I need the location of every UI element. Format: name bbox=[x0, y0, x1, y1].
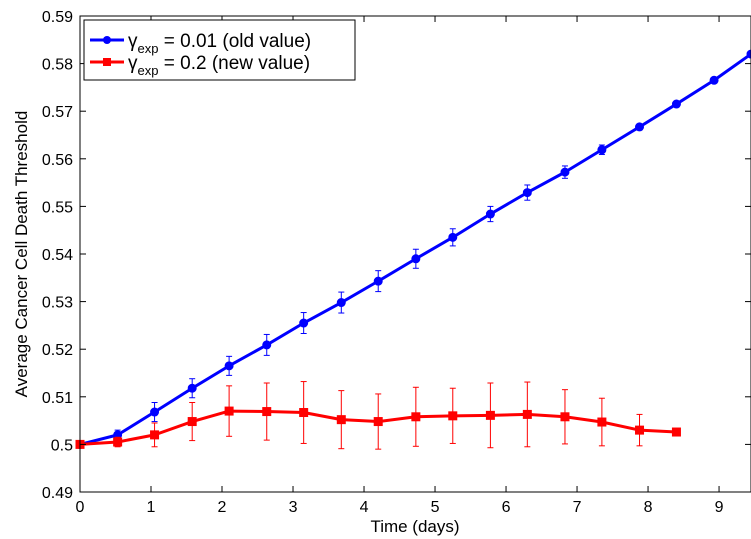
x-tick-label: 7 bbox=[573, 499, 582, 516]
y-tick-label: 0.59 bbox=[42, 9, 73, 26]
legend-text: = 0.01 (old value) bbox=[158, 31, 311, 52]
y-tick-label: 0.57 bbox=[42, 104, 73, 121]
data-point bbox=[150, 407, 160, 417]
data-point bbox=[411, 254, 421, 264]
legend-text: = 0.2 (new value) bbox=[158, 53, 310, 74]
data-point bbox=[671, 427, 681, 437]
data-point bbox=[746, 49, 751, 59]
data-point bbox=[373, 417, 383, 427]
legend-subscript: exp bbox=[138, 63, 159, 78]
data-point bbox=[187, 383, 197, 393]
data-point bbox=[411, 412, 421, 422]
y-tick-label: 0.5 bbox=[51, 437, 73, 454]
data-point bbox=[299, 408, 309, 418]
legend: γexp = 0.01 (old value)γexp = 0.2 (new v… bbox=[83, 19, 356, 81]
data-point bbox=[299, 318, 309, 328]
y-tick-label: 0.56 bbox=[42, 152, 73, 169]
x-axis-title: Time (days) bbox=[370, 517, 459, 536]
x-tick-label: 3 bbox=[289, 499, 298, 516]
x-tick-label: 0 bbox=[76, 499, 85, 516]
data-point bbox=[635, 425, 645, 435]
data-point bbox=[448, 411, 458, 421]
data-point bbox=[262, 340, 272, 350]
data-point bbox=[373, 276, 383, 286]
x-tick-label: 9 bbox=[715, 499, 724, 516]
legend-box bbox=[83, 19, 356, 81]
data-point bbox=[224, 361, 234, 371]
y-tick-label: 0.52 bbox=[42, 342, 73, 359]
series-0 bbox=[75, 49, 751, 449]
x-tick-label: 1 bbox=[147, 499, 156, 516]
x-tick-label: 5 bbox=[431, 499, 440, 516]
data-point bbox=[635, 122, 645, 132]
legend-marker bbox=[103, 58, 111, 66]
y-tick-label: 0.55 bbox=[42, 199, 73, 216]
data-point bbox=[224, 406, 234, 416]
data-point bbox=[597, 417, 607, 427]
legend-label: γexp = 0.2 (new value) bbox=[128, 53, 310, 78]
legend-symbol: γ bbox=[128, 53, 138, 74]
data-point bbox=[336, 298, 346, 308]
data-point bbox=[522, 409, 532, 419]
data-point bbox=[709, 75, 719, 85]
legend-marker bbox=[103, 36, 111, 44]
data-point bbox=[187, 417, 197, 427]
data-point bbox=[336, 415, 346, 425]
x-axis: 0 1 2 3 4 5 6 7 8 9 bbox=[76, 16, 724, 516]
data-point bbox=[448, 232, 458, 242]
y-tick-label: 0.53 bbox=[42, 295, 73, 312]
x-tick-label: 6 bbox=[502, 499, 511, 516]
legend-subscript: exp bbox=[138, 41, 159, 56]
data-point bbox=[560, 412, 570, 422]
y-axis-title: Average Cancer Cell Death Threshold bbox=[12, 111, 31, 398]
data-point bbox=[150, 430, 160, 440]
y-tick-label: 0.51 bbox=[42, 390, 73, 407]
data-point bbox=[485, 209, 495, 219]
data-point bbox=[485, 410, 495, 420]
data-point bbox=[597, 145, 607, 155]
data-point bbox=[522, 188, 532, 198]
y-axis: 0.49 0.5 0.51 0.52 0.53 0.54 0.55 0.56 0.57 0.58 0… bbox=[42, 9, 751, 502]
legend-label: γexp = 0.01 (old value) bbox=[128, 31, 311, 56]
x-tick-label: 4 bbox=[360, 499, 369, 516]
data-point bbox=[262, 407, 272, 417]
data-point bbox=[113, 437, 123, 447]
x-tick-label: 8 bbox=[644, 499, 653, 516]
data-point bbox=[671, 99, 681, 109]
y-tick-label: 0.54 bbox=[42, 247, 73, 264]
x-tick-label: 2 bbox=[218, 499, 227, 516]
y-tick-label: 0.49 bbox=[42, 485, 73, 502]
y-tick-label: 0.58 bbox=[42, 57, 73, 74]
legend-symbol: γ bbox=[128, 31, 138, 52]
data-point bbox=[560, 167, 570, 177]
